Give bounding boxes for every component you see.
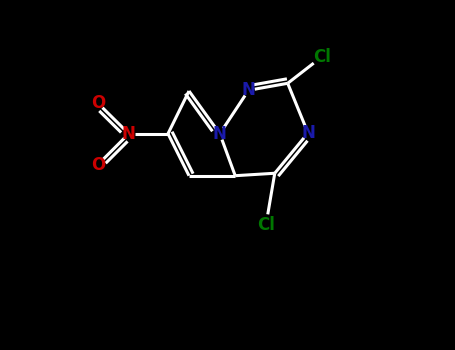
Text: O: O [91,155,105,174]
Text: Cl: Cl [313,48,331,66]
Text: Cl: Cl [257,216,275,234]
Text: N: N [213,125,227,143]
Text: O: O [91,94,105,112]
Text: N: N [122,125,136,143]
Text: N: N [301,124,315,142]
Text: N: N [242,81,255,99]
